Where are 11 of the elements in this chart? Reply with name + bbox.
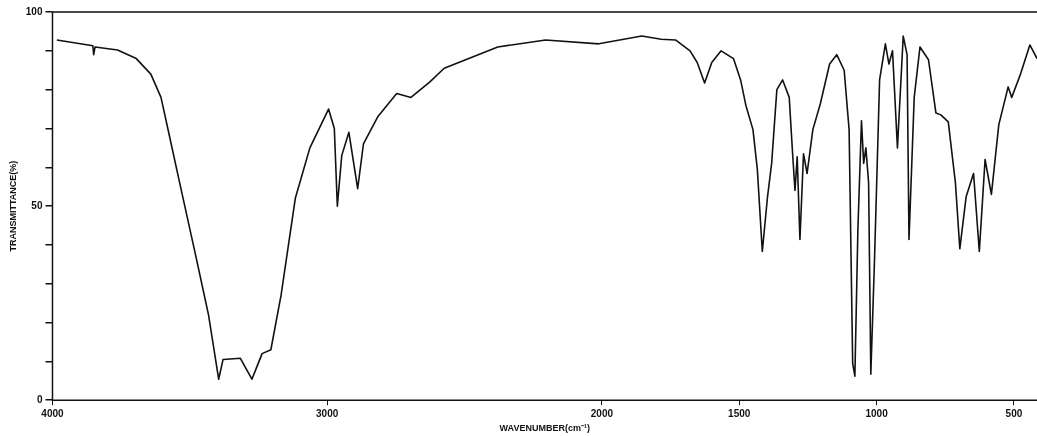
x-tick-label: 1000 — [865, 407, 889, 419]
y-tick-label: 100 — [25, 5, 43, 17]
x-tick-label: 500 — [1005, 407, 1023, 419]
x-axis-title: WAVENUMBER(cm⁻¹) — [499, 423, 590, 434]
y-axis-title: TRANSMITTANCE(%) — [7, 160, 18, 252]
x-tick-label: 4000 — [41, 407, 65, 419]
x-tick-label: 1500 — [728, 407, 751, 419]
x-tick-label: 2000 — [590, 407, 614, 419]
x-tick-label: 3000 — [316, 407, 339, 419]
y-tick-label: 0 — [36, 393, 43, 405]
y-tick-label: 50 — [31, 199, 43, 211]
